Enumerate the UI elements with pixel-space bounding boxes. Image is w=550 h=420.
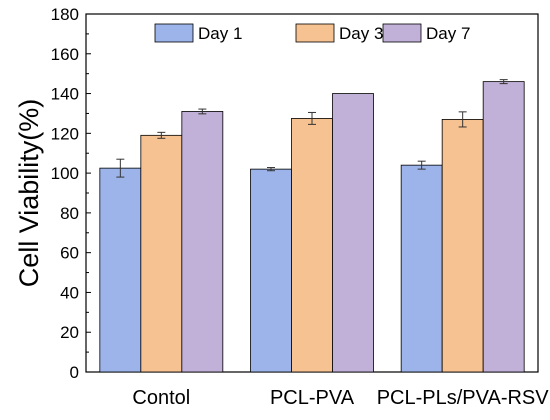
bar-day-1-0: [99, 167, 142, 373]
y-tick-label: 40: [60, 283, 79, 302]
legend-label: Day 7: [426, 24, 470, 43]
bar-day-3-1: [291, 118, 333, 373]
x-category-label: PCL-PVA: [270, 387, 355, 409]
bar-day-1-1: [250, 168, 292, 373]
y-tick-label: 100: [51, 164, 79, 183]
y-tick-label: 180: [51, 5, 79, 24]
x-category-label: Contol: [132, 387, 190, 409]
bar-day-1-2: [400, 164, 443, 373]
x-category-label: PCL-PLs/PVA-RSV: [377, 387, 550, 409]
plot-area: 0 20 40 60 80 100 120 140 160 180 Contol PCL-PVA PCL…: [51, 5, 550, 409]
bar-day-7-1: [332, 93, 374, 373]
bar-day-3-2: [441, 119, 484, 373]
legend-label: Day 3: [339, 24, 383, 43]
legend-swatch-day-1: [154, 23, 194, 43]
bar-day-7-2: [482, 81, 525, 373]
legend: Day 1 Day 3 Day 7: [154, 23, 470, 43]
legend-label: Day 1: [198, 24, 242, 43]
bar-day-7-0: [181, 111, 224, 373]
y-tick-label: 0: [70, 363, 79, 382]
y-tick-label: 20: [60, 323, 79, 342]
y-tick-label: 80: [60, 204, 79, 223]
y-tick-label: 120: [51, 124, 79, 143]
legend-swatch-day-7: [382, 23, 422, 43]
y-axis-title: Cell Viability(%): [14, 99, 44, 288]
y-tick-label: 140: [51, 85, 79, 104]
y-tick-label: 160: [51, 45, 79, 64]
y-tick-label: 60: [60, 244, 79, 263]
bar-day-3-0: [140, 134, 183, 373]
legend-swatch-day-3: [295, 23, 335, 43]
